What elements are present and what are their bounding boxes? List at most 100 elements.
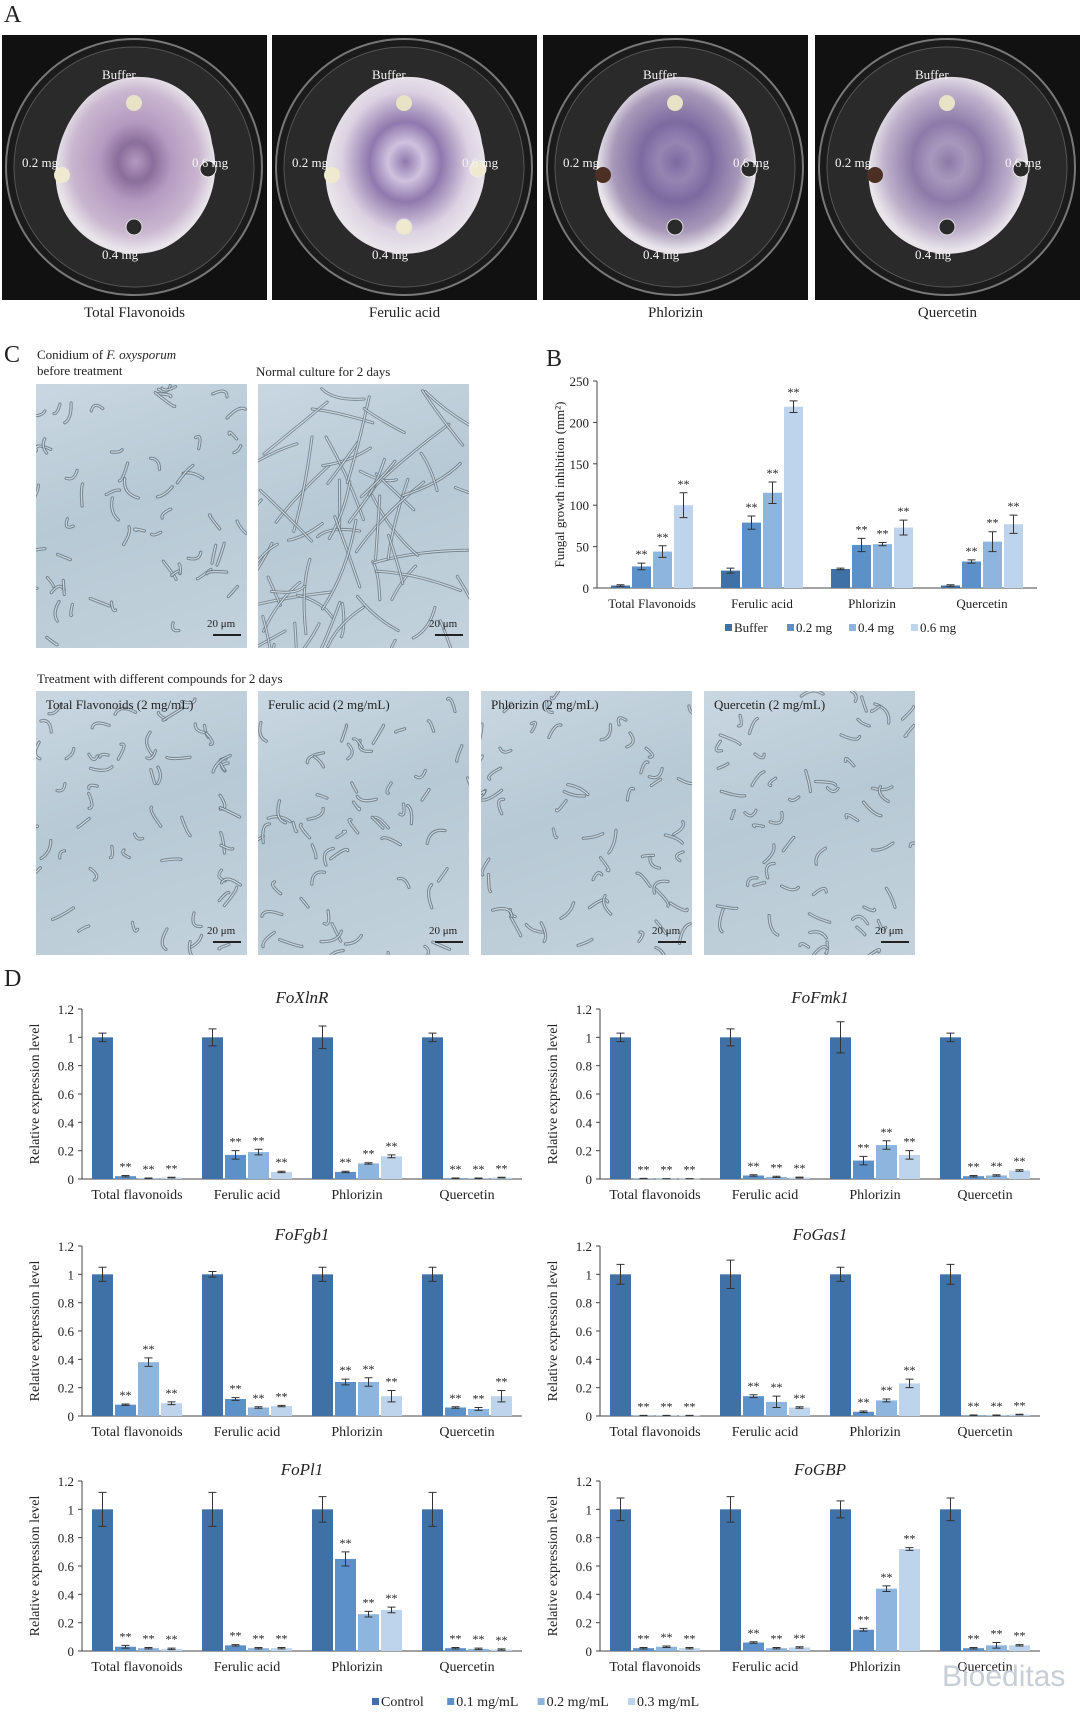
- bar: [248, 1407, 269, 1416]
- error-bar: [121, 1403, 130, 1406]
- significance-mark: **: [678, 477, 690, 491]
- x-tick-label: Quercetin: [957, 1660, 1012, 1675]
- error-bar: [726, 567, 735, 574]
- micrograph: 20 μm: [36, 384, 247, 648]
- significance-mark: **: [748, 1379, 760, 1393]
- error-bar: [772, 1175, 781, 1178]
- y-axis-label: Relative expression level: [28, 1261, 43, 1402]
- bar: [831, 568, 850, 588]
- dish-label-top: Buffer: [915, 67, 949, 82]
- significance-mark: **: [230, 1382, 242, 1396]
- significance-mark: **: [968, 1399, 980, 1413]
- error-bar: [859, 1155, 868, 1166]
- x-tick-label: Quercetin: [957, 1188, 1012, 1203]
- panel-letter-a: A: [4, 2, 22, 28]
- significance-mark: **: [881, 1383, 893, 1397]
- error-bar: [882, 1140, 891, 1150]
- bar: [656, 1646, 677, 1651]
- legend-label: Buffer: [734, 620, 768, 635]
- micrograph-image: [258, 387, 469, 648]
- legend-swatch: [628, 1698, 635, 1705]
- significance-mark: **: [746, 500, 758, 514]
- y-axis-label: Relative expression level: [546, 1261, 561, 1402]
- bar: [312, 1509, 333, 1651]
- bar: [720, 1274, 741, 1416]
- error-bar: [882, 1585, 891, 1592]
- scale-label: 20 μm: [875, 925, 904, 937]
- error-bar: [451, 1646, 460, 1650]
- y-tick-label: 0: [68, 1409, 75, 1424]
- bar: [445, 1407, 466, 1416]
- error-bar: [497, 1390, 506, 1403]
- error-bar: [969, 1174, 978, 1178]
- dish-caption: Phlorizin: [648, 305, 703, 321]
- dish-caption: Quercetin: [917, 305, 978, 321]
- y-tick-label: 100: [570, 498, 590, 513]
- significance-mark: **: [253, 1631, 265, 1645]
- bar: [720, 1037, 741, 1179]
- y-tick-label: 0: [586, 1409, 593, 1424]
- error-bar: [364, 1162, 373, 1165]
- bar: [674, 505, 693, 588]
- error-bar: [98, 1491, 107, 1527]
- error-bar: [899, 519, 908, 536]
- bar: [721, 570, 740, 588]
- x-tick-label: Ferulic acid: [732, 1425, 798, 1440]
- y-tick-label: 1: [586, 1502, 593, 1517]
- scale-bar: [881, 941, 909, 943]
- bar: [876, 1400, 897, 1416]
- y-tick-label: 1.2: [576, 1002, 592, 1017]
- chart-d-fofmk1: 0 0.2 0.4 0.6 0.8 1 1.2 Relative expression lev…: [546, 988, 1040, 1203]
- significance-mark: **: [794, 1161, 806, 1175]
- y-tick-label: 0.2: [576, 1381, 592, 1396]
- x-tick-label: Ferulic acid: [214, 1660, 280, 1675]
- y-tick-label: 200: [570, 415, 590, 430]
- y-tick-label: 0.4: [576, 1352, 593, 1367]
- significance-mark: **: [987, 516, 999, 530]
- x-tick-label: Ferulic acid: [732, 1188, 798, 1203]
- error-bar: [208, 1491, 217, 1527]
- significance-mark: **: [638, 1631, 650, 1645]
- scale-bar: [435, 941, 463, 943]
- y-tick-label: 0.4: [576, 1587, 593, 1602]
- x-tick-label: Total flavonoids: [609, 1425, 700, 1440]
- bar: [742, 522, 761, 588]
- significance-mark: **: [473, 1162, 485, 1176]
- significance-mark: **: [638, 1399, 650, 1413]
- bar: [789, 1407, 810, 1416]
- bar: [763, 492, 782, 588]
- chart-title: FoPl1: [280, 1460, 324, 1479]
- error-bar: [474, 1647, 483, 1651]
- x-tick-label: Phlorizin: [849, 1425, 900, 1440]
- error-bar: [318, 1496, 327, 1523]
- significance-mark: **: [496, 1633, 508, 1647]
- x-tick-label: Phlorizin: [331, 1188, 382, 1203]
- error-bar: [789, 400, 798, 413]
- error-bar: [969, 1646, 978, 1650]
- error-bar: [836, 1021, 845, 1054]
- y-tick-label: 0: [68, 1644, 75, 1659]
- y-tick-label: 0.6: [576, 1324, 593, 1339]
- y-axis-label: Relative expression level: [28, 1496, 43, 1637]
- legend-swatch: [372, 1698, 379, 1705]
- legend-swatch: [849, 624, 856, 631]
- micrograph-image: [714, 691, 915, 955]
- significance-mark: **: [1014, 1629, 1026, 1643]
- petri-dish-2: [272, 35, 537, 300]
- bar: [422, 1037, 443, 1179]
- legend-label: 0.6 mg: [920, 620, 957, 635]
- y-tick-label: 0.4: [58, 1115, 75, 1130]
- normal-culture-note: Normal culture for 2 days: [256, 364, 391, 379]
- bar: [679, 1648, 700, 1651]
- significance-mark: **: [276, 1389, 288, 1403]
- error-bar: [387, 1390, 396, 1403]
- micrograph-label: Total Flavonoids (2 mg/mL): [46, 697, 194, 712]
- error-bar: [167, 1176, 176, 1179]
- dish-label-bottom: 0.4 mg: [915, 247, 952, 262]
- significance-mark: **: [386, 1375, 398, 1389]
- error-bar: [1009, 514, 1018, 534]
- y-axis-label: Relative expression level: [546, 1024, 561, 1165]
- bar: [381, 1396, 402, 1416]
- petri-dish-image: [275, 38, 533, 296]
- bar: [115, 1176, 136, 1179]
